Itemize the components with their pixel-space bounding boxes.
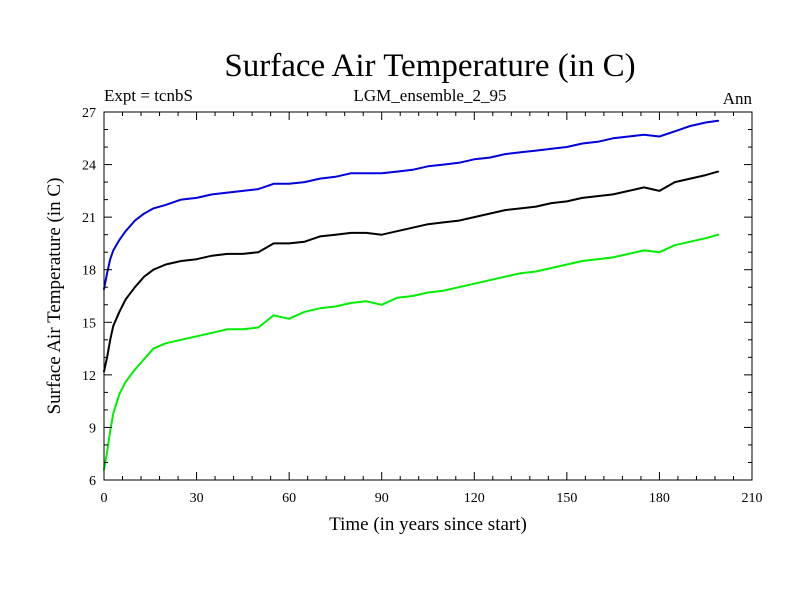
x-tick-label: 90	[375, 491, 389, 506]
experiment-label: Expt = tcnbS	[104, 86, 193, 105]
y-tick-label: 27	[82, 106, 96, 121]
series-line-upper	[103, 119, 720, 290]
series-line-middle	[103, 170, 720, 373]
chart-title: Surface Air Temperature (in C)	[224, 48, 635, 84]
y-tick-label: 15	[82, 316, 96, 331]
x-tick-label: 120	[464, 491, 485, 506]
x-tick-label: 0	[101, 491, 108, 506]
season-label: Ann	[723, 89, 753, 108]
x-tick-label: 30	[190, 491, 204, 506]
x-tick-label: 60	[282, 491, 296, 506]
series-line-lower	[103, 233, 720, 471]
x-tick-label: 180	[649, 491, 670, 506]
y-axis-label: Surface Air Temperature (in C)	[44, 178, 65, 415]
x-axis-label: Time (in years since start)	[329, 514, 527, 535]
y-tick-label: 12	[82, 369, 96, 384]
tick-layer: 0 30 60 90 120 150 180 210 6 9 12 15 18 21 24 27	[82, 106, 763, 506]
y-tick-label: 24	[82, 159, 96, 174]
y-tick-label: 21	[82, 211, 96, 226]
x-tick-label: 210	[742, 491, 763, 506]
ensemble-label: LGM_ensemble_2_95	[354, 86, 507, 105]
y-tick-label: 9	[89, 421, 96, 436]
plot-frame	[103, 111, 753, 481]
x-tick-label: 150	[556, 491, 577, 506]
y-tick-label: 6	[89, 474, 96, 489]
series-layer	[103, 119, 720, 471]
y-tick-label: 18	[82, 264, 96, 279]
